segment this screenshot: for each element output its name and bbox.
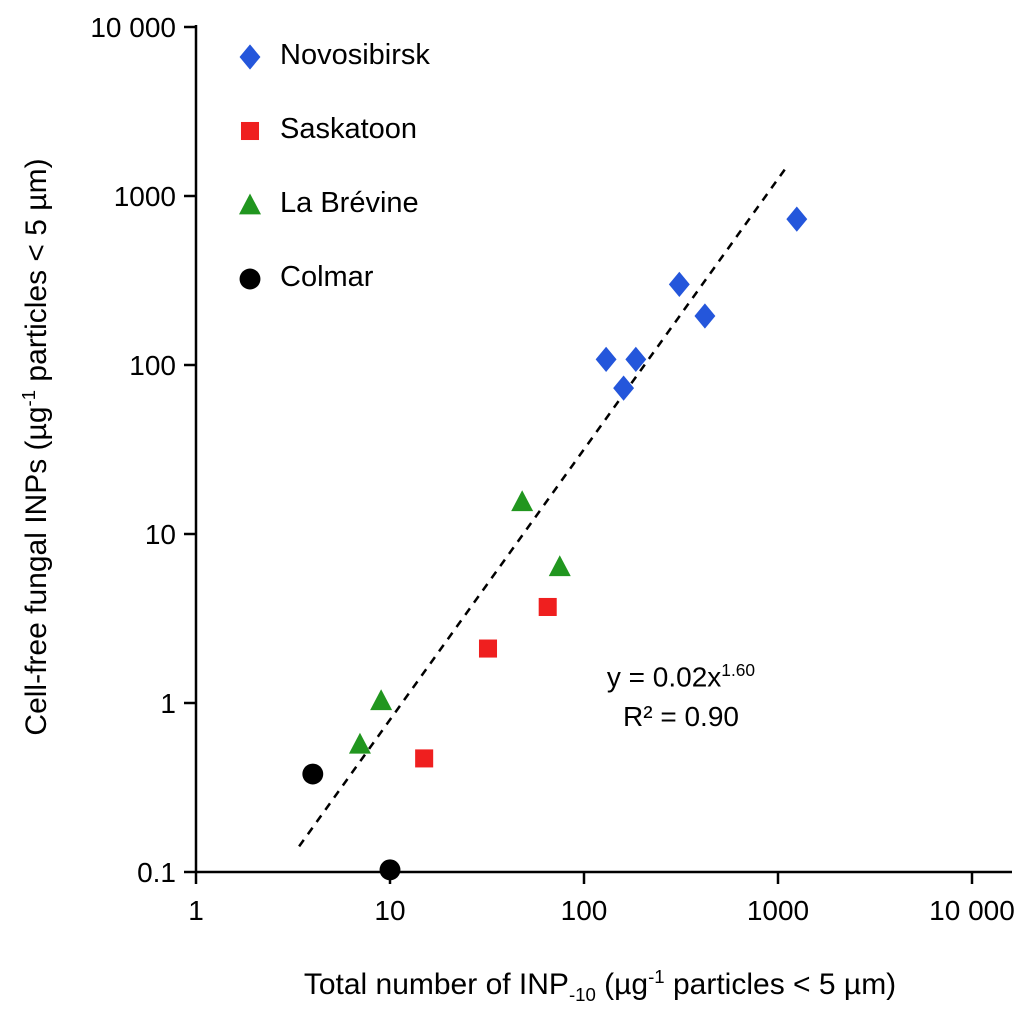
x-tick-label: 100 [561, 895, 608, 926]
circle-marker-icon [236, 264, 264, 292]
y-axis-title-text: particles < 5 µm) [20, 158, 53, 390]
data-point [694, 303, 716, 329]
x-axis-title-text: Total number of INP [303, 968, 569, 1001]
y-tick-label: 1 [160, 688, 176, 719]
x-axis-title-superscript: -1 [648, 966, 665, 987]
legend-label: La Brévine [280, 187, 419, 219]
y-axis-title-text: Cell-free fungal INPs (µg [20, 406, 53, 736]
data-point [548, 555, 571, 577]
trendline [298, 167, 788, 848]
data-point [348, 732, 371, 754]
y-tick-label: 10 [145, 519, 176, 550]
x-axis-title-text: particles < 5 µm) [664, 968, 897, 1001]
data-point [595, 346, 617, 373]
fit-r-squared: R² = 0.90 [623, 701, 739, 733]
fit-equation-exponent: 1.60 [721, 660, 756, 680]
y-axis-title: Cell-free fungal INPs (µg-1 particles < … [18, 158, 54, 735]
x-tick-label: 10 [374, 895, 405, 926]
data-point [240, 121, 260, 140]
data-point [668, 271, 690, 298]
x-tick-label: 1000 [747, 895, 809, 926]
data-point [538, 597, 557, 616]
x-tick-label: 1 [188, 895, 204, 926]
data-point [478, 639, 498, 658]
data-point [239, 268, 261, 289]
data-point [625, 346, 647, 373]
legend-item-novosibirsk: Novosibirsk [236, 39, 430, 72]
data-point [379, 859, 401, 881]
y-tick-label: 1000 [114, 181, 176, 212]
legend-item-saskatoon: Saskatoon [236, 113, 430, 146]
y-axis-title-superscript: -1 [18, 389, 39, 407]
data-point [613, 375, 635, 401]
data-point [511, 490, 534, 512]
data-point [239, 192, 261, 214]
y-tick-label: 10 000 [90, 12, 176, 43]
legend-label: Colmar [280, 261, 374, 293]
fit-equation: y = 0.02x1.60 [556, 650, 806, 697]
fit-equation-base: y = 0.02x [606, 661, 722, 693]
x-axis-title-text: (µg [595, 968, 649, 1001]
legend-item-colmar: Colmar [236, 261, 430, 294]
data-point [415, 749, 434, 768]
legend-item-la-brevine: La Brévine [236, 187, 430, 220]
triangle-marker-icon [236, 190, 264, 218]
square-marker-icon [236, 116, 264, 144]
data-point [786, 206, 808, 232]
x-tick-label: 10 000 [929, 895, 1015, 926]
data-point [370, 689, 393, 711]
x-axis-title-subscript: -10 [568, 984, 596, 1005]
data-point [239, 43, 261, 70]
y-tick-label: 0.1 [137, 857, 176, 888]
data-point [302, 763, 324, 785]
diamond-marker-icon [236, 42, 264, 70]
fit-annotation: y = 0.02x1.60 R² = 0.90 [556, 650, 806, 737]
legend-label: Saskatoon [280, 113, 418, 145]
legend: Novosibirsk Saskatoon La Brévine Colmar [236, 39, 430, 294]
legend-label: Novosibirsk [280, 39, 430, 71]
y-tick-label: 100 [129, 350, 176, 381]
x-axis-title: Total number of INP-10 (µg-1 particles <… [170, 966, 1030, 1006]
